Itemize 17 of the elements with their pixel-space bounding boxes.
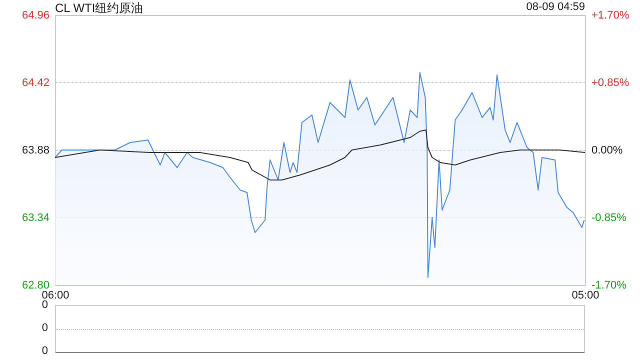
text: 08-09 04:59 [526,1,585,13]
y-tick-label: 64.42 [22,77,50,89]
text: 0 [42,299,48,311]
chart-title: CL WTI纽约原油 [55,0,144,17]
y-tick-label: 63.34 [22,212,50,224]
y2-tick-label: -1.70% [592,280,627,292]
y-tick-label: 62.80 [22,280,50,292]
y-tick-label: 64.96 [22,10,50,22]
x-tick-label: 05:00 [572,290,600,302]
text: 0 [42,322,48,334]
y2-tick-label: -0.85% [592,212,627,224]
y2-tick-label: +1.70% [592,10,630,22]
x-tick-label: 06:00 [42,290,70,302]
y2-tick-label: +0.85% [592,77,630,89]
text: 0 [42,345,48,357]
y2-tick-label: 0.00% [592,144,623,156]
y-tick-label: 63.88 [22,144,50,156]
